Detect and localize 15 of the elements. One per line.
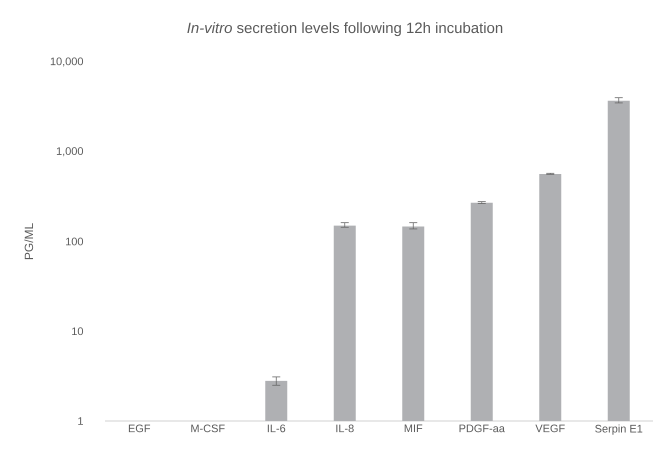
y-tick-label: 1 — [78, 417, 83, 425]
y-tick-label: 1,000 — [56, 147, 84, 156]
x-tick-label: Serpin E1 — [595, 424, 642, 435]
x-tick-label: M-CSF — [191, 424, 225, 432]
x-tick-label: EGF — [128, 424, 150, 432]
y-tick-label: 10,000 — [50, 57, 84, 67]
x-tick-label: IL-8 — [336, 424, 354, 432]
x-tick-label: MIF — [404, 424, 422, 432]
y-tick-label: 10 — [72, 327, 84, 336]
chart-title: In-vitro secretion levels following 12h incubation — [187, 22, 502, 36]
x-tick-label: VEGF — [535, 424, 565, 432]
x-tick-label: PDGF-aa — [460, 424, 505, 432]
y-tick-label: 100 — [66, 238, 84, 246]
y-axis-title: PG/ML — [24, 223, 34, 260]
x-tick-label: IL-6 — [268, 424, 286, 432]
